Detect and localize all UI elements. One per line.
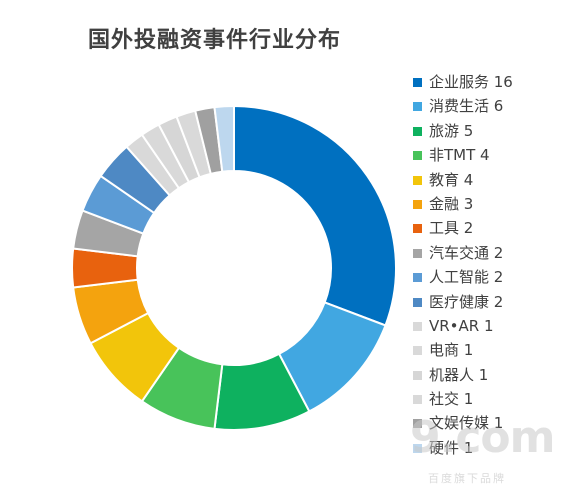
legend-item: 人工智能 2: [413, 265, 563, 289]
legend-swatch: [413, 419, 422, 429]
legend-item: VR•AR 1: [413, 314, 563, 338]
legend-label: 硬件 1: [429, 438, 474, 457]
legend-label: 教育 4: [429, 170, 474, 189]
legend-item: 非TMT 4: [413, 143, 563, 167]
legend-label: 企业服务 16: [429, 73, 513, 91]
legend-label: 金融 3: [429, 194, 474, 213]
legend-label: 文娱传媒 1: [429, 414, 504, 433]
legend-label: 消费生活 6: [429, 97, 504, 116]
legend-item: 工具 2: [413, 216, 563, 240]
legend-swatch: [413, 273, 422, 283]
chart-title: 国外投融资事件行业分布: [88, 28, 342, 53]
legend-label: 电商 1: [429, 341, 474, 360]
chart-legend: 企业服务 16 消费生活 6 旅游 5 非TMT 4 教育 4 金融 3 工具 2 汽车交通 …: [413, 70, 563, 460]
legend-label: 汽车交通 2: [429, 243, 504, 262]
legend-label: 社交 1: [429, 390, 474, 409]
legend-swatch: [413, 175, 422, 185]
legend-item: 企业服务 16: [413, 70, 563, 94]
legend-swatch: [413, 199, 422, 209]
legend-swatch: [413, 395, 422, 405]
legend-label: 医疗健康 2: [429, 292, 504, 311]
legend-swatch: [413, 224, 422, 234]
legend-item: 汽车交通 2: [413, 241, 563, 265]
legend-label: 工具 2: [429, 219, 474, 238]
legend-label: 非TMT 4: [429, 146, 490, 165]
legend-swatch: [413, 126, 422, 136]
legend-item: 医疗健康 2: [413, 290, 563, 314]
legend-swatch: [413, 248, 422, 258]
legend-swatch: [413, 370, 422, 380]
legend-label: 人工智能 2: [429, 268, 504, 287]
legend-item: 机器人 1: [413, 363, 563, 387]
donut-slice-15: [213, 104, 235, 173]
watermark-logo: 9.com 百度旗下品牌: [398, 410, 566, 490]
legend-item: 教育 4: [413, 168, 563, 192]
legend-item: 消费生活 6: [413, 94, 563, 118]
legend-swatch: [413, 78, 422, 87]
legend-item: 电商 1: [413, 338, 563, 362]
legend-swatch: [413, 151, 422, 161]
legend-label: 机器人 1: [429, 365, 489, 384]
legend-item: 社交 1: [413, 387, 563, 411]
legend-item: 旅游 5: [413, 119, 563, 143]
watermark-tagline: 百度旗下品牌: [428, 472, 506, 485]
legend-label: 旅游 5: [429, 121, 474, 140]
legend-item: 文娱传媒 1: [413, 411, 563, 435]
legend-label: VR•AR 1: [429, 316, 494, 335]
legend-item: 金融 3: [413, 192, 563, 216]
legend-swatch: [413, 102, 422, 112]
donut-slice-0: [233, 104, 397, 327]
legend-item: 硬件 1: [413, 436, 563, 460]
legend-swatch: [413, 321, 422, 331]
legend-swatch: [413, 443, 422, 453]
legend-swatch: [413, 297, 422, 307]
watermark-logo-text: 9.com: [410, 412, 555, 463]
legend-swatch: [413, 346, 422, 356]
